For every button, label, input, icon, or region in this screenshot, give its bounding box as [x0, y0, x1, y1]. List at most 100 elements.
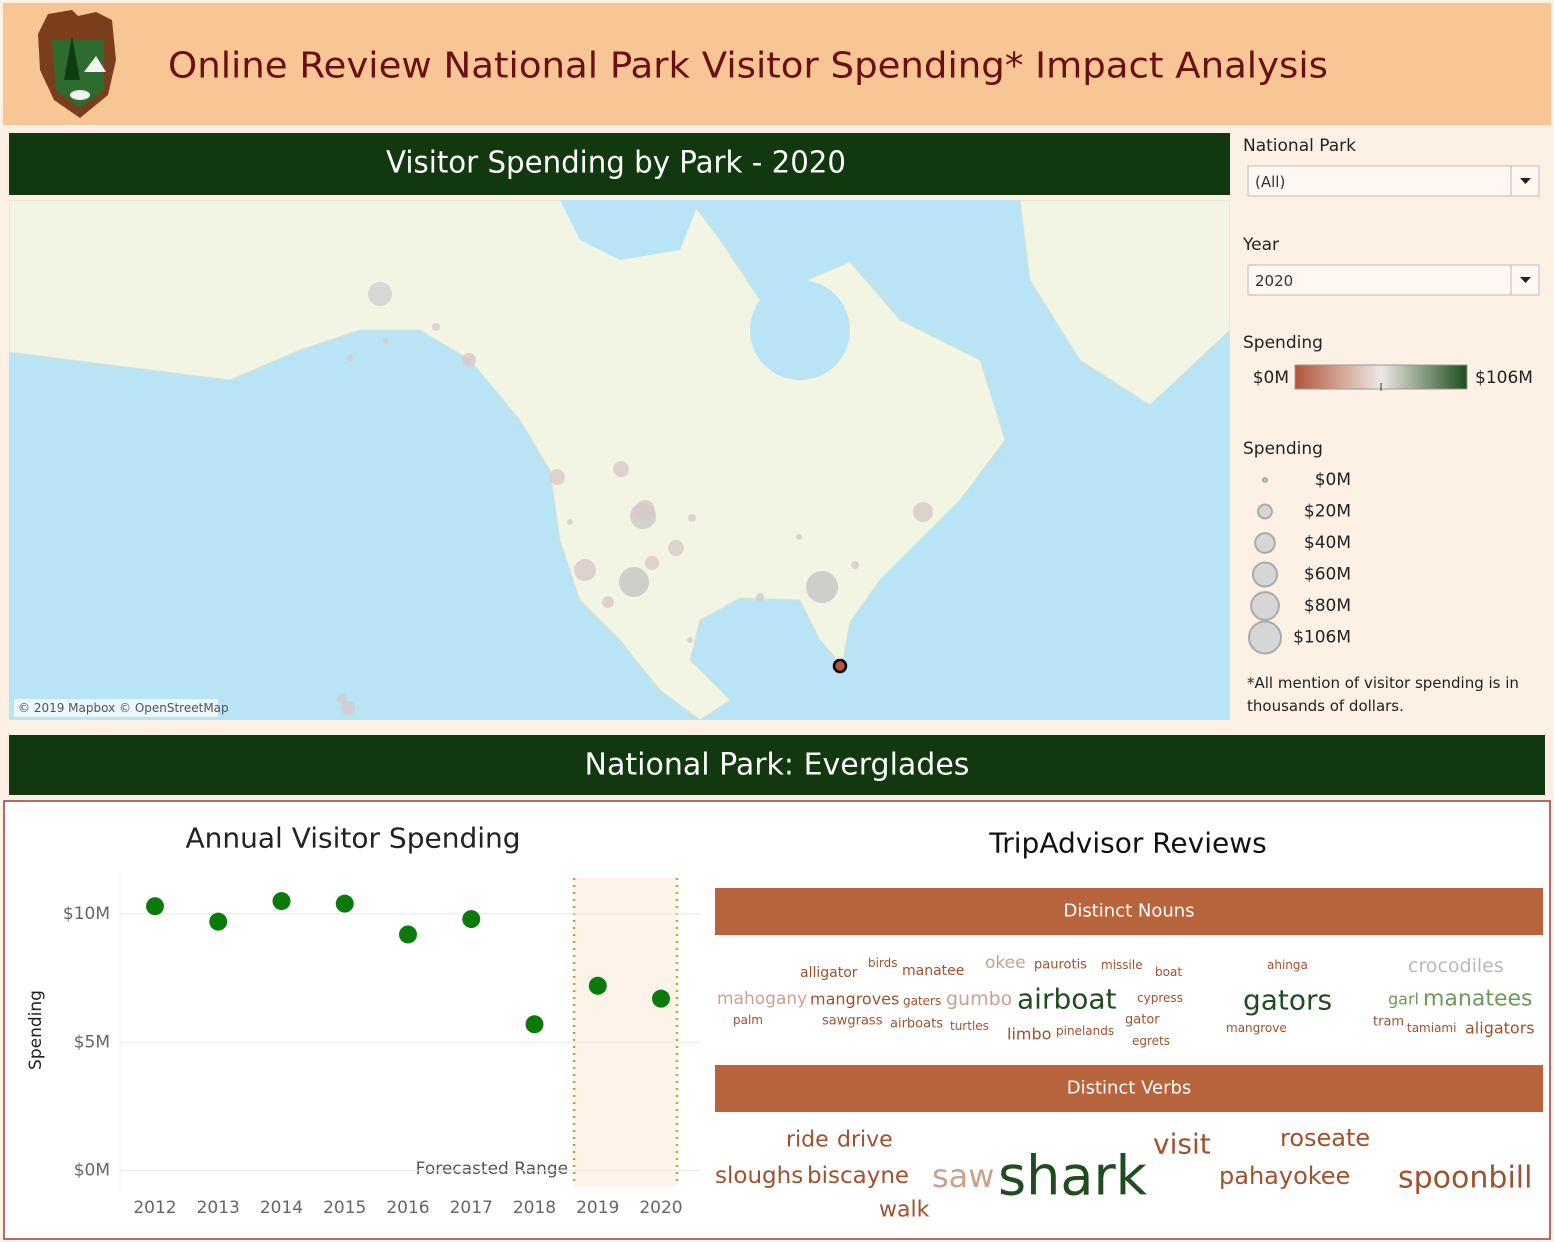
data-point[interactable]	[588, 976, 607, 995]
data-point[interactable]	[652, 989, 670, 1008]
section-title: Distinct Nouns	[1063, 901, 1194, 922]
cloud-word[interactable]: roseate	[1280, 1124, 1370, 1152]
map-title: Visitor Spending by Park - 2020	[386, 146, 846, 181]
filter-dropdown[interactable]: 2020	[1247, 264, 1540, 296]
cloud-word[interactable]: gators	[1243, 984, 1332, 1017]
data-point[interactable]	[209, 912, 228, 931]
cloud-word[interactable]: boat	[1155, 965, 1182, 979]
cloud-word[interactable]: tram	[1373, 1015, 1404, 1030]
data-point[interactable]	[335, 894, 354, 913]
selected-park[interactable]	[832, 658, 848, 674]
map-title-bar	[9, 133, 1230, 195]
cloud-word[interactable]: mangrove	[1226, 1021, 1287, 1035]
cloud-word[interactable]: spoonbill	[1398, 1161, 1532, 1196]
cloud-word[interactable]: cypress	[1137, 991, 1183, 1005]
cloud-word[interactable]: mahogany	[717, 989, 807, 1009]
cloud-word[interactable]: palm	[733, 1013, 763, 1027]
park-markers	[337, 282, 933, 715]
dropdown-arrow[interactable]	[1520, 178, 1531, 184]
cloud-word[interactable]: limbo	[1007, 1025, 1051, 1044]
size-legend-label: $106M	[1293, 628, 1351, 648]
size-legend-label: $80M	[1304, 596, 1351, 616]
cloud-word[interactable]: drive	[837, 1128, 893, 1153]
park-marker	[688, 514, 696, 522]
dropdown-box[interactable]	[1247, 165, 1540, 197]
forecast-annotation: Forecasted Range	[416, 1159, 568, 1179]
hudson-bay	[750, 280, 850, 380]
y-tick-label: $5M	[74, 1032, 110, 1052]
x-tick-label: 2020	[639, 1198, 682, 1218]
side-panel: National Park (All) Year 2020 Spending $0M $10…	[1242, 136, 1540, 715]
cloud-word[interactable]: crocodiles	[1408, 955, 1504, 977]
cloud-word[interactable]: pahayokee	[1219, 1162, 1350, 1190]
size-legend-circle	[1251, 561, 1279, 588]
cloud-word[interactable]: missile	[1101, 958, 1143, 972]
cloud-word[interactable]: ahinga	[1267, 958, 1308, 972]
park-marker	[668, 540, 684, 556]
park-marker	[796, 534, 802, 540]
park-marker	[432, 323, 440, 331]
section-title: Distinct Verbs	[1067, 1078, 1192, 1099]
chart-title: Annual Visitor Spending	[185, 822, 520, 855]
park-marker	[913, 502, 933, 522]
cloud-word[interactable]: okee	[985, 953, 1026, 973]
dropdown-value[interactable]: 2020	[1255, 272, 1293, 290]
park-marker	[645, 556, 659, 570]
cloud-word[interactable]: manatees	[1423, 987, 1533, 1012]
cloud-word[interactable]: aligators	[1465, 1019, 1535, 1038]
y-tick-label: $0M	[74, 1161, 110, 1181]
cloud-word[interactable]: birds	[868, 956, 898, 970]
park-marker	[806, 571, 838, 603]
cloud-word[interactable]: egrets	[1132, 1034, 1170, 1048]
filter-label: Year	[1242, 235, 1279, 255]
cloud-word[interactable]: tamiami	[1407, 1021, 1456, 1035]
cloud-word[interactable]: airboats	[890, 1017, 943, 1032]
y-axis-title: Spending	[26, 990, 46, 1070]
data-point[interactable]	[146, 897, 164, 916]
size-legend-circle	[1262, 477, 1268, 483]
park-marker	[574, 559, 596, 581]
data-point[interactable]	[272, 892, 291, 911]
x-tick-label: 2016	[386, 1198, 429, 1218]
cloud-word[interactable]: visit	[1153, 1128, 1211, 1161]
dropdown-box[interactable]	[1247, 264, 1540, 296]
y-tick-label: $10M	[63, 904, 110, 924]
cloud-word[interactable]: mangroves	[810, 990, 899, 1009]
cloud-word[interactable]: saw	[932, 1157, 994, 1195]
cloud-word[interactable]: walk	[879, 1198, 930, 1223]
cloud-word[interactable]: garl	[1388, 990, 1419, 1009]
cloud-word[interactable]: gumbo	[946, 988, 1012, 1010]
data-point[interactable]	[399, 925, 417, 944]
cloud-word[interactable]: paurotis	[1034, 958, 1087, 973]
size-legend-label: $40M	[1304, 533, 1351, 553]
cloud-word[interactable]: gator	[1125, 1013, 1160, 1028]
section-bar	[715, 1065, 1543, 1112]
cloud-word[interactable]: ride	[786, 1128, 829, 1153]
park-marker	[549, 469, 565, 485]
cloud-word[interactable]: pinelands	[1056, 1024, 1114, 1038]
section-bar	[715, 888, 1543, 935]
size-legend-label: $0M	[1315, 470, 1351, 490]
dropdown-arrow[interactable]	[1520, 277, 1531, 283]
park-marker	[383, 338, 389, 344]
cloud-word[interactable]: turtles	[950, 1019, 989, 1033]
cloud-word[interactable]: manatee	[902, 963, 964, 979]
cloud-word[interactable]: gaters	[903, 994, 941, 1008]
map: © 2019 Mapbox © OpenStreetMap	[9, 200, 1230, 720]
data-point[interactable]	[462, 910, 481, 929]
forecast-band	[574, 878, 677, 1186]
cloud-word[interactable]: biscayne	[807, 1163, 909, 1189]
spending-chart: Annual Visitor Spending Forecasted Range $…	[26, 822, 700, 1218]
cloud-word[interactable]: sawgrass	[822, 1014, 883, 1029]
filter-dropdown[interactable]: (All)	[1247, 165, 1540, 197]
cloud-word[interactable]: alligator	[800, 965, 858, 981]
reviews-panel: TripAdvisor Reviews Distinct Nouns Distinc…	[715, 827, 1543, 1223]
greenland	[1019, 200, 1230, 406]
cloud-word[interactable]: sloughs	[715, 1163, 803, 1189]
cloud-word[interactable]: shark	[998, 1145, 1148, 1208]
park-title-bar	[9, 735, 1545, 795]
dropdown-value[interactable]: (All)	[1255, 173, 1285, 191]
cloud-word[interactable]: airboat	[1017, 983, 1117, 1016]
data-point[interactable]	[525, 1015, 544, 1034]
